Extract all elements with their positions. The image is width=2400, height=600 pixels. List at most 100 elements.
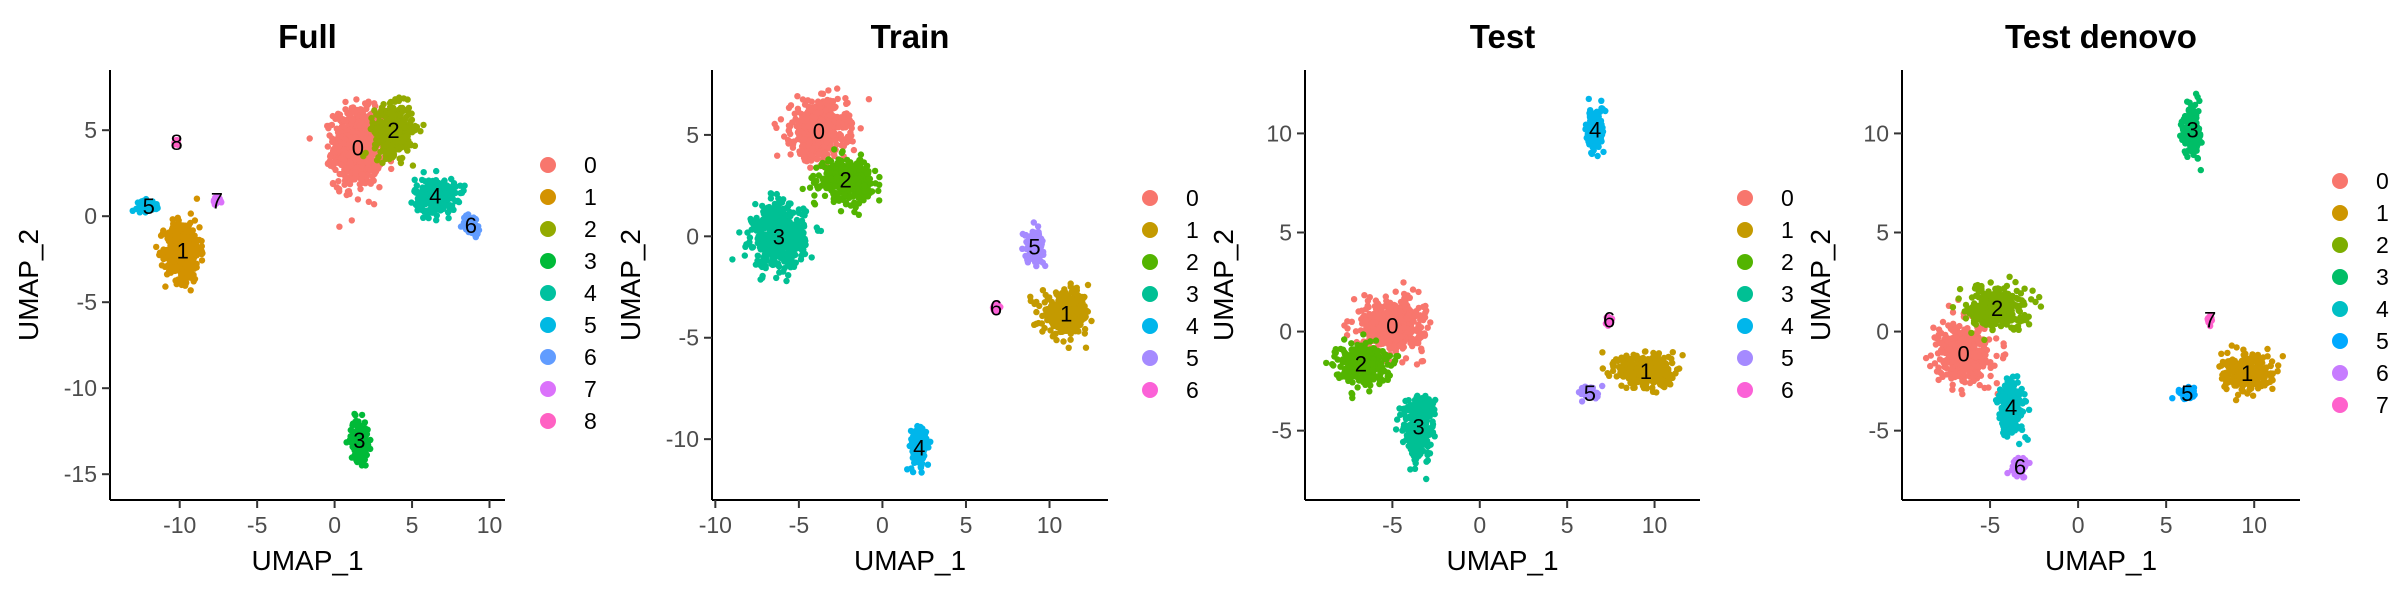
data-point — [871, 167, 879, 175]
data-point — [1039, 259, 1047, 266]
panel-title: Full — [278, 18, 337, 55]
data-point — [794, 93, 801, 100]
data-point — [1344, 325, 1351, 332]
data-point — [808, 157, 815, 164]
data-point — [1415, 332, 1423, 339]
legend-swatch — [1142, 190, 1158, 206]
y-tick-label: 0 — [84, 203, 97, 229]
data-point — [346, 180, 354, 188]
data-point — [331, 159, 338, 167]
data-point — [372, 125, 380, 132]
data-point — [401, 134, 408, 141]
data-point — [1400, 290, 1408, 298]
data-point — [348, 116, 356, 124]
data-point — [371, 145, 379, 152]
data-point — [1376, 324, 1383, 332]
cluster-label: 7 — [211, 189, 223, 214]
data-point — [768, 258, 775, 265]
data-point — [448, 175, 455, 183]
data-point — [800, 150, 807, 158]
data-point — [1052, 289, 1060, 296]
data-point — [1379, 315, 1386, 322]
data-point — [367, 178, 374, 186]
cluster-label: 1 — [177, 239, 189, 264]
data-point — [129, 207, 136, 214]
data-point — [359, 122, 367, 129]
data-point — [380, 134, 387, 141]
data-point — [199, 250, 206, 257]
data-point — [837, 208, 845, 215]
data-point — [445, 214, 452, 222]
panel-title: Test — [1470, 18, 1535, 55]
data-point — [918, 469, 925, 476]
data-point — [775, 263, 783, 270]
data-point — [367, 155, 374, 162]
data-point — [827, 112, 834, 119]
data-point — [358, 411, 366, 419]
data-point — [1400, 300, 1408, 308]
cluster-label: 4 — [913, 435, 925, 460]
data-point — [1386, 304, 1394, 312]
data-point — [365, 198, 372, 205]
data-point — [1041, 299, 1049, 306]
x-tick-label: -10 — [699, 512, 732, 538]
data-point — [817, 227, 825, 235]
data-point — [787, 264, 794, 271]
data-point — [367, 135, 374, 142]
data-point — [326, 132, 333, 139]
data-point — [904, 466, 911, 473]
data-point — [850, 146, 858, 154]
data-point — [1350, 296, 1358, 303]
data-point — [773, 124, 780, 131]
data-point — [761, 251, 768, 258]
data-point — [1370, 318, 1377, 326]
data-point — [759, 272, 766, 280]
data-point — [742, 243, 749, 250]
data-point — [341, 181, 348, 188]
data-point — [774, 152, 781, 159]
data-point — [752, 261, 760, 268]
data-point — [1073, 284, 1081, 291]
data-point — [810, 172, 817, 180]
data-point — [405, 104, 413, 112]
data-point — [757, 226, 764, 233]
data-point — [846, 112, 853, 119]
legend-label: 4 — [584, 280, 597, 306]
legend-swatch — [540, 189, 556, 205]
data-point — [198, 243, 205, 250]
data-point — [790, 252, 797, 259]
data-point — [1084, 281, 1092, 289]
data-point — [324, 160, 332, 167]
data-point — [1400, 279, 1407, 286]
data-point — [785, 140, 792, 147]
data-point — [386, 99, 394, 107]
legend-label: 2 — [584, 216, 597, 242]
data-point — [1081, 330, 1089, 337]
data-point — [800, 136, 808, 143]
data-point — [811, 201, 819, 208]
data-point — [352, 151, 359, 158]
legend-swatch — [1142, 382, 1158, 398]
legend-swatch — [1142, 286, 1158, 302]
data-point — [332, 115, 339, 123]
data-point — [169, 216, 176, 223]
data-point — [781, 258, 788, 265]
data-point — [340, 140, 347, 147]
data-point — [407, 142, 414, 149]
data-point — [826, 184, 833, 192]
data-point — [1065, 344, 1072, 351]
data-point — [1408, 335, 1415, 342]
data-point — [779, 205, 786, 213]
data-point — [815, 184, 823, 191]
data-point — [306, 135, 313, 142]
data-point — [167, 264, 175, 272]
data-point — [452, 189, 459, 197]
data-point — [855, 194, 862, 202]
data-point — [821, 192, 829, 199]
data-point — [452, 198, 459, 205]
data-point — [773, 274, 780, 282]
data-point — [800, 221, 807, 228]
data-point — [754, 252, 761, 259]
